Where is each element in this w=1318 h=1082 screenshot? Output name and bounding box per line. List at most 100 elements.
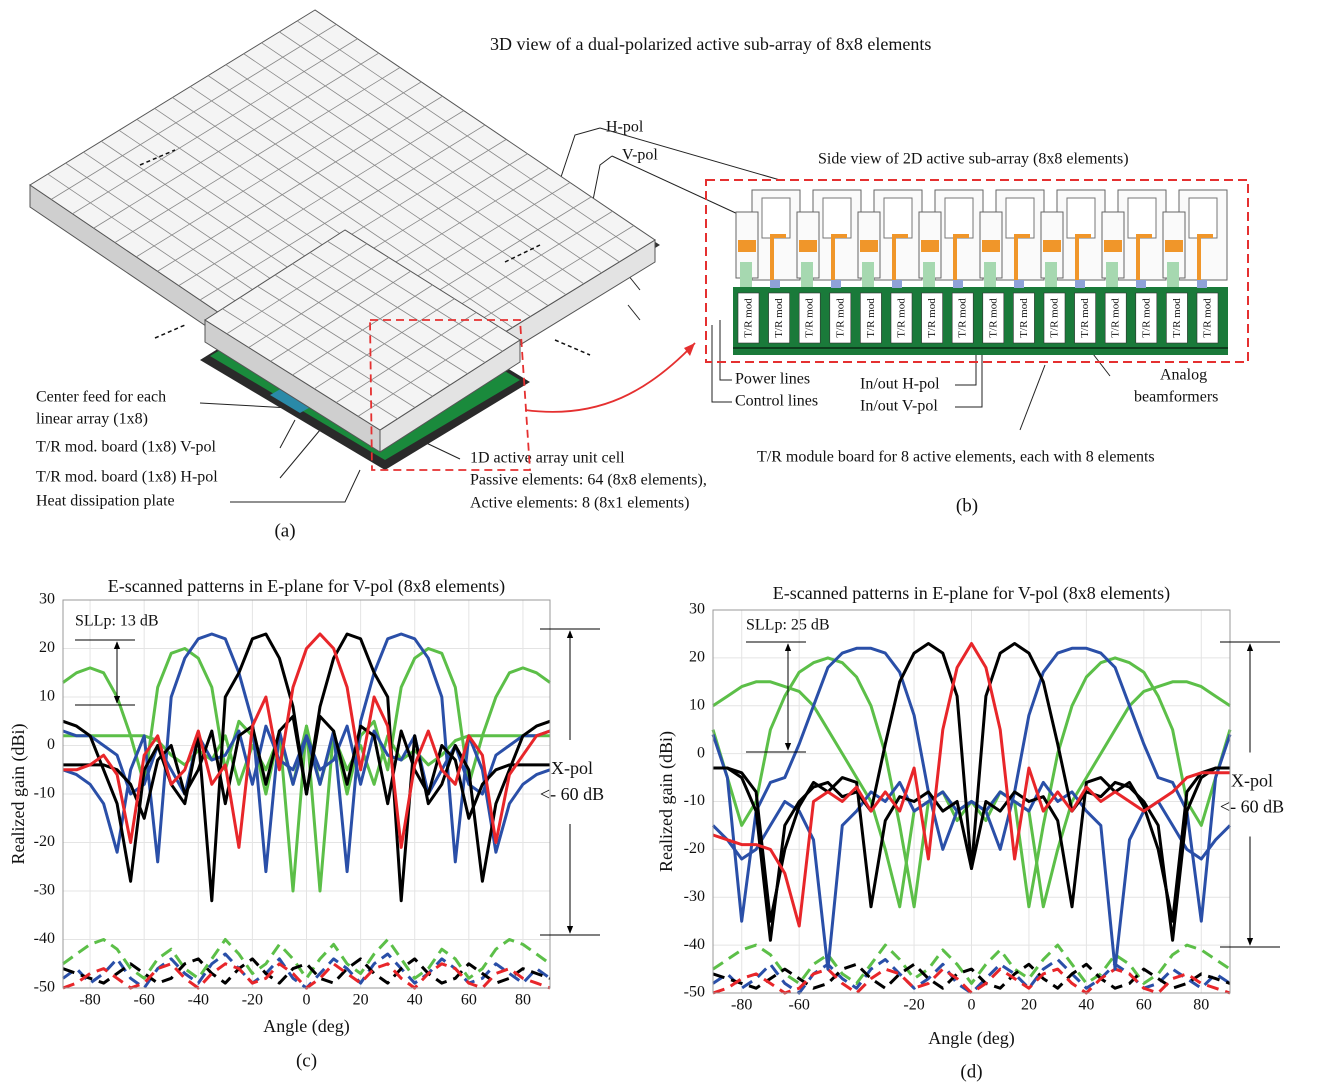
- panel-b-title: Side view of 2D active sub-array (8x8 el…: [818, 151, 1129, 168]
- caption: (d): [960, 1061, 982, 1082]
- x-tick-label: 60: [461, 992, 477, 1009]
- label-analog: Analog: [1160, 367, 1207, 384]
- y-tick-label: 20: [39, 639, 55, 656]
- via: [1136, 280, 1146, 288]
- tr-module-label: T/R mod: [865, 298, 877, 338]
- tr-module-label: T/R mod: [773, 298, 785, 338]
- v-feed: [738, 240, 756, 252]
- y-tick-label: -20: [34, 833, 55, 850]
- via: [1106, 262, 1118, 287]
- x-tick-label: -60: [789, 997, 810, 1014]
- h-element-slot: [945, 198, 973, 238]
- via: [953, 280, 963, 288]
- arrow-head: [684, 343, 695, 356]
- tr-module-label: T/R mod: [1140, 298, 1152, 338]
- via: [892, 280, 902, 288]
- x-axis-label: Angle (deg): [928, 1028, 1014, 1049]
- label-passive: Passive elements: 64 (8x8 elements),: [470, 472, 707, 489]
- y-tick-label: -50: [34, 979, 55, 996]
- h-element-slot: [1006, 198, 1034, 238]
- label-center-feed: Center feed for each: [36, 389, 166, 406]
- x-tick-label: 20: [1021, 997, 1037, 1014]
- tr-module-label: T/R mod: [1171, 298, 1183, 338]
- tr-module-label: T/R mod: [804, 298, 816, 338]
- x-tick-label: -80: [731, 997, 752, 1014]
- h-element-slot: [823, 198, 851, 238]
- label-control-lines: Control lines: [735, 393, 818, 410]
- v-feed: [921, 240, 939, 252]
- annotation: X-pol: [1231, 771, 1273, 791]
- label-center-feed: linear array (1x8): [36, 411, 148, 428]
- via: [1045, 262, 1057, 287]
- y-tick-label: 0: [47, 736, 55, 753]
- y-tick-label: -40: [34, 930, 55, 947]
- via: [1075, 280, 1085, 288]
- y-tick-label: -50: [684, 984, 705, 1001]
- y-tick-label: -40: [684, 936, 705, 953]
- chart: -80-60-40-20020406080-50-40-30-20-100102…: [8, 576, 604, 1071]
- via: [1197, 280, 1207, 288]
- label-v-pol: V-pol: [622, 147, 658, 164]
- h-element-slot: [884, 198, 912, 238]
- figure: 3D view of a dual-polarized active sub-a…: [0, 0, 1318, 1082]
- via: [1014, 280, 1024, 288]
- h-element-slot: [1128, 198, 1156, 238]
- x-tick-label: -40: [188, 992, 209, 1009]
- x-tick-label: 0: [968, 997, 976, 1014]
- label-board-h: T/R mod. board (1x8) H-pol: [36, 469, 218, 486]
- y-tick-label: -30: [34, 882, 55, 899]
- label-analog: beamformers: [1134, 389, 1218, 406]
- y-tick-label: -10: [684, 792, 705, 809]
- annotation: X-pol: [551, 758, 593, 778]
- v-feed: [860, 240, 878, 252]
- annotation: SLLp: 25 dB: [746, 617, 830, 634]
- x-tick-label: 80: [1193, 997, 1209, 1014]
- label-h-pol: H-pol: [606, 119, 644, 136]
- tr-module-label: T/R mod: [987, 298, 999, 338]
- chart-title: E-scanned patterns in E-plane for V-pol …: [108, 576, 505, 597]
- caption: (b): [956, 495, 978, 516]
- label-heat-plate: Heat dissipation plate: [36, 493, 175, 510]
- annotation: <- 60 dB: [1220, 797, 1284, 817]
- via: [984, 262, 996, 287]
- annotation: SLLp: 13 dB: [75, 613, 159, 630]
- y-tick-label: 10: [39, 688, 55, 705]
- scan-arrow: [555, 340, 590, 355]
- x-tick-label: 40: [407, 992, 423, 1009]
- v-feed: [1043, 240, 1061, 252]
- y-tick-label: -20: [684, 840, 705, 857]
- x-tick-label: 60: [1136, 997, 1152, 1014]
- y-axis-label: Realized gain (dBi): [8, 724, 29, 865]
- h-element-slot: [1067, 198, 1095, 238]
- caption: (a): [274, 520, 295, 541]
- tr-module-label: T/R mod: [926, 298, 938, 338]
- via: [831, 280, 841, 288]
- via: [923, 262, 935, 287]
- y-tick-label: 0: [697, 744, 705, 761]
- via: [740, 262, 752, 287]
- tr-module-label: T/R mod: [1018, 298, 1030, 338]
- tr-module-label: T/R mod: [743, 298, 755, 338]
- v-feed: [1104, 240, 1122, 252]
- label-active: Active elements: 8 (8x1 elements): [470, 495, 689, 512]
- y-tick-label: 30: [39, 591, 55, 608]
- v-feed: [982, 240, 1000, 252]
- label-inout-v: In/out V-pol: [860, 398, 938, 415]
- x-tick-label: -20: [903, 997, 924, 1014]
- via: [1167, 262, 1179, 287]
- label-power-lines: Power lines: [735, 371, 810, 388]
- y-tick-label: -10: [34, 785, 55, 802]
- label-inout-h: In/out H-pol: [860, 376, 940, 393]
- label-board-v: T/R mod. board (1x8) V-pol: [36, 439, 217, 456]
- v-feed: [799, 240, 817, 252]
- chart-title: E-scanned patterns in E-plane for V-pol …: [773, 583, 1170, 604]
- tr-module-label: T/R mod: [957, 298, 969, 338]
- tr-module-label: T/R mod: [896, 298, 908, 338]
- y-tick-label: 30: [689, 601, 705, 618]
- y-tick-label: -30: [684, 888, 705, 905]
- x-tick-label: 40: [1078, 997, 1094, 1014]
- y-tick-label: 10: [689, 696, 705, 713]
- tr-module-label: T/R mod: [1079, 298, 1091, 338]
- via: [801, 262, 813, 287]
